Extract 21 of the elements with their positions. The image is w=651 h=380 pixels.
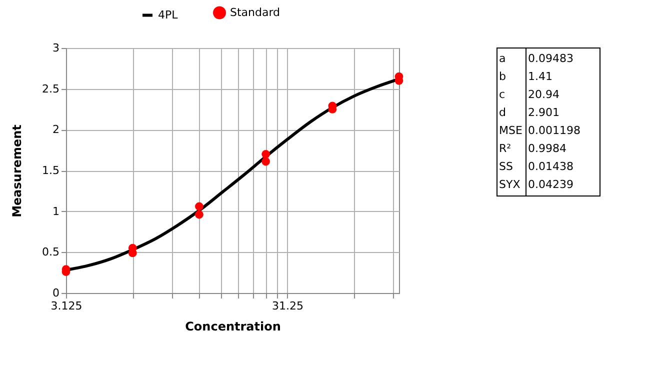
legend-label: Standard — [230, 6, 280, 19]
text: R² 0.9984 — [499, 142, 566, 155]
y-tick-label: 1.5 — [42, 164, 60, 177]
x-tick-label: 3.125 — [50, 300, 82, 312]
legend-label: 4PL — [158, 8, 179, 22]
y-tick-label: 1 — [52, 204, 60, 218]
x-tick-label: 31.25 — [272, 300, 304, 312]
y-tick-label: 2.5 — [42, 82, 60, 96]
text: b 1.41 — [499, 70, 552, 83]
text: SS 0.01438 — [499, 160, 574, 173]
y-tick-label: 2 — [52, 123, 60, 136]
y-tick-label: 3 — [52, 42, 60, 54]
text: d 2.901 — [499, 106, 560, 119]
y-tick-label: 0.5 — [42, 246, 60, 259]
text: c 20.94 — [499, 88, 560, 101]
text: SYX 0.04239 — [499, 178, 574, 191]
x-axis-title: Concentration — [185, 320, 281, 334]
text: a 0.09483 — [499, 52, 574, 65]
text: MSE 0.001198 — [499, 124, 580, 137]
y-axis-title: Measurement — [10, 124, 24, 218]
y-tick-label: 0 — [52, 286, 60, 300]
